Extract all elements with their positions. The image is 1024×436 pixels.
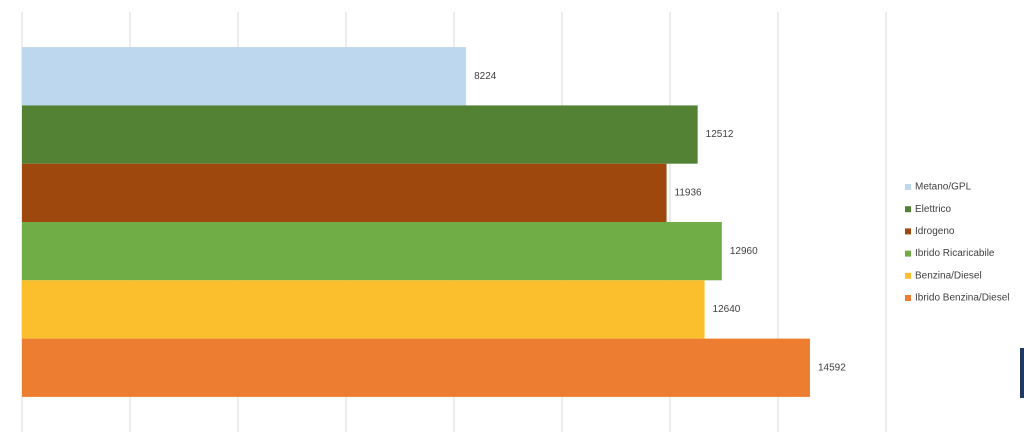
bar <box>22 338 810 397</box>
value-label: 11936 <box>675 187 703 198</box>
legend-label: Ibrido Benzina/Diesel <box>915 293 1010 304</box>
value-label: 8224 <box>474 71 497 82</box>
legend-label: Benzina/Diesel <box>915 270 982 281</box>
legend-swatch <box>905 250 911 257</box>
value-label: 12960 <box>730 246 758 257</box>
value-label: 12640 <box>713 304 741 315</box>
edge-decoration <box>1020 348 1024 398</box>
legend-swatch <box>905 272 911 279</box>
bar <box>22 280 705 339</box>
legend-label: Metano/GPL <box>915 182 972 193</box>
bar <box>22 105 698 164</box>
legend-label: Idrogeno <box>915 226 955 237</box>
bar <box>22 222 722 281</box>
value-label: 12512 <box>706 129 734 140</box>
legend-label: Elettrico <box>915 204 952 215</box>
legend-label: Ibrido Ricaricabile <box>915 248 995 259</box>
legend-swatch <box>905 206 911 213</box>
bar <box>22 163 667 222</box>
legend-swatch <box>905 295 911 301</box>
legend-swatch <box>905 184 911 190</box>
bar <box>22 47 467 106</box>
legend-swatch <box>905 228 911 235</box>
value-label: 14592 <box>818 362 846 373</box>
